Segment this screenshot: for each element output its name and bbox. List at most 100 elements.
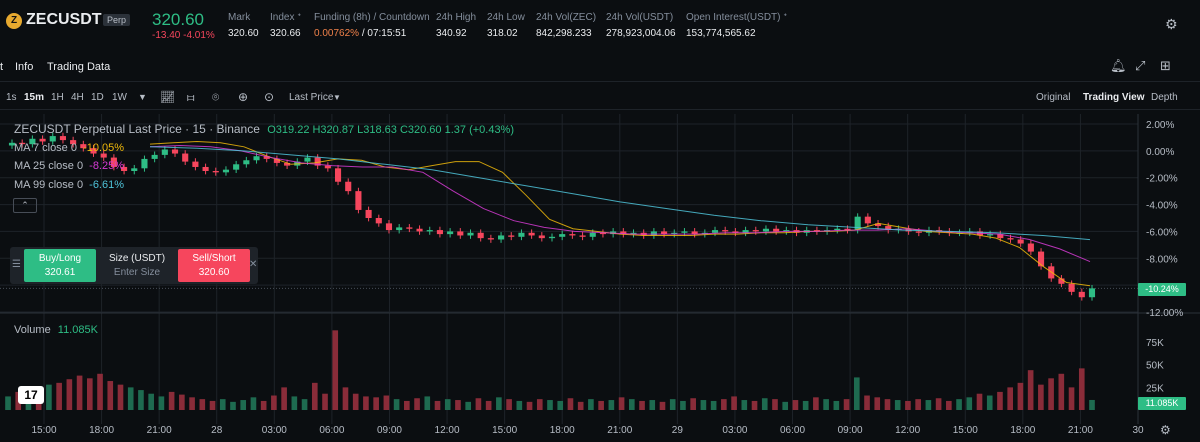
candle-body — [1088, 288, 1096, 298]
volume-bar — [608, 400, 615, 410]
y-axis-label: -6.00% — [1146, 227, 1178, 238]
drag-handle-icon[interactable]: ☰ — [12, 259, 21, 270]
x-axis-label: 15:00 — [492, 425, 517, 436]
stat-funding[interactable]: Funding (8h) / Countdown 0.00762% / 07:1… — [314, 12, 430, 39]
compare-icon[interactable]: ⊙ — [264, 90, 275, 104]
tab-info[interactable]: Info — [15, 61, 34, 73]
candle-body — [579, 235, 586, 237]
timeframe-1w[interactable]: 1W — [112, 92, 127, 103]
volume-bar — [1068, 387, 1075, 410]
volume-bar — [414, 398, 420, 410]
stat-index[interactable]: Index ᐩ 320.66 — [270, 12, 302, 39]
candle-body — [885, 226, 892, 231]
funding-rate: 0.00762% — [314, 28, 360, 39]
volume-bar — [833, 400, 840, 410]
volume-bar — [823, 399, 829, 410]
volume-axis-label: 75K — [1146, 338, 1164, 349]
volume-bar — [516, 400, 523, 410]
candle-body — [864, 216, 871, 224]
stat-open-interest[interactable]: Open Interest(USDT) ᐩ 153,774,565.62 — [686, 12, 788, 39]
candle-body — [1017, 239, 1024, 244]
chart-settings-icon[interactable]: ⚙ — [1160, 423, 1171, 437]
view-original[interactable]: Original — [1036, 92, 1071, 103]
volume-bar — [1078, 368, 1085, 410]
price-type-select[interactable]: Last Price — [289, 92, 334, 103]
x-axis-label: 06:00 — [780, 425, 805, 436]
y-axis-label: -4.00% — [1146, 201, 1178, 212]
candle-body — [365, 209, 372, 218]
volume-bar — [127, 387, 134, 410]
volume-bar — [138, 390, 144, 410]
symbol-name[interactable]: ZECUSDT — [26, 11, 102, 28]
x-axis-label: 28 — [211, 425, 223, 436]
timeframe-1d[interactable]: 1D — [91, 92, 104, 103]
volume-bar — [577, 401, 584, 410]
volume-bar — [352, 393, 359, 410]
y-axis-label: -12.00% — [1146, 308, 1183, 319]
layout-grid-icon[interactable]: ⊞ — [1160, 58, 1171, 73]
volume-bar — [66, 379, 73, 410]
expand-icon[interactable]: ⤢ — [1135, 58, 1146, 73]
volume-bar — [915, 399, 921, 410]
candle-body — [304, 157, 311, 162]
candle-body — [233, 164, 240, 170]
ma-line-2 — [149, 146, 1091, 241]
candle-body — [151, 154, 158, 159]
x-axis-label: 09:00 — [838, 425, 863, 436]
candle-body — [498, 235, 505, 240]
candle-body — [141, 158, 148, 169]
volume-bar — [802, 400, 809, 410]
candle-body — [987, 234, 994, 236]
timeframe-4h[interactable]: 4H — [71, 92, 84, 103]
tab-chart[interactable]: t — [0, 61, 4, 73]
settings-gear-icon[interactable]: ⚙ — [1165, 16, 1178, 32]
volume-bar — [46, 384, 52, 410]
volume-bar — [168, 391, 175, 410]
candle-body — [773, 228, 780, 232]
volume-bar — [311, 382, 318, 410]
candle-body — [528, 232, 535, 236]
volume-bar — [935, 398, 942, 410]
price-change: -13.40 -4.01% — [152, 30, 215, 41]
view-depth[interactable]: Depth — [1151, 92, 1178, 103]
candle-body — [426, 230, 433, 232]
view-trading-view[interactable]: Trading View — [1083, 92, 1145, 103]
volume-bar — [117, 384, 124, 410]
volume-bar — [536, 399, 543, 410]
candle-body — [874, 223, 882, 227]
current-volume-tag: 11.085K — [1138, 397, 1186, 410]
timeframe-15m[interactable]: 15m — [24, 92, 45, 103]
funding-countdown: / 07:15:51 — [359, 28, 407, 39]
buy-long-button[interactable]: Buy/Long 320.61 — [24, 249, 96, 282]
volume-bar — [455, 400, 461, 410]
candle-body — [1038, 251, 1045, 267]
candle-body — [1058, 278, 1065, 284]
tab-trading-data[interactable]: Trading Data — [47, 61, 111, 73]
last-price: 320.60 — [152, 10, 204, 29]
stat-24h-high: 24h High 340.92 — [436, 12, 477, 39]
volume-bar — [997, 391, 1003, 410]
camera-icon[interactable]: ⌾ — [212, 90, 220, 104]
timeframe-1s[interactable]: 1s — [6, 92, 17, 103]
price-type-chevron-icon[interactable]: ▼ — [333, 93, 341, 102]
x-axis-label: 15:00 — [953, 425, 978, 436]
candle-body — [854, 216, 861, 231]
more-timeframes-chevron-icon[interactable]: ▼ — [138, 92, 147, 102]
candle-style-icon[interactable]: ⧦ — [187, 90, 195, 104]
indicator-chart-icon[interactable]: 📈︎ — [160, 90, 176, 104]
size-input[interactable]: Size (USDT) Enter Size — [108, 253, 166, 278]
volume-bar — [894, 400, 901, 410]
volume-bar — [1027, 370, 1034, 410]
candle-body — [345, 181, 352, 192]
collapse-legend-chevron-up-icon[interactable]: ⌃ — [13, 198, 37, 213]
sell-short-button[interactable]: Sell/Short 320.60 — [178, 249, 250, 282]
candle-body — [110, 157, 117, 167]
volume-bar — [874, 397, 881, 410]
close-icon[interactable]: ✕ — [249, 259, 258, 270]
y-axis-label: 0.00% — [1146, 147, 1174, 158]
alert-bell-icon[interactable]: 🔔︎ — [1110, 58, 1127, 73]
timeframe-1h[interactable]: 1H — [51, 92, 64, 103]
ohlc-readout: O319.22 H320.87 L318.63 C320.60 1.37 (+0… — [267, 124, 515, 136]
add-indicator-icon[interactable]: ⊕ — [238, 90, 249, 104]
volume-bar — [424, 396, 431, 410]
